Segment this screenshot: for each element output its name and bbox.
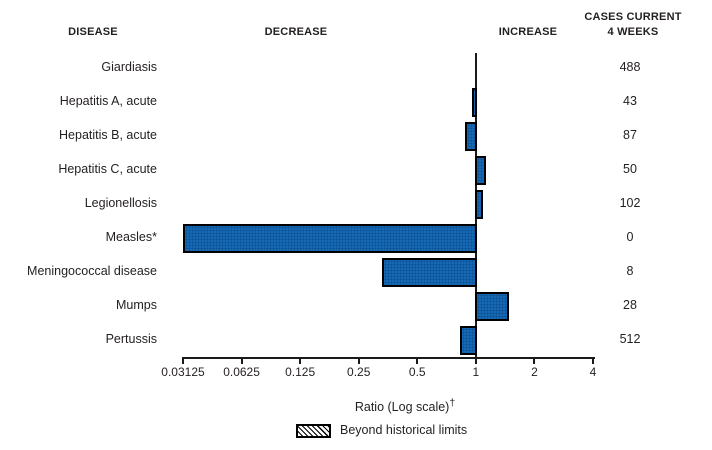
cases-value: 28 — [623, 298, 637, 312]
disease-label: Measles* — [105, 230, 157, 244]
x-axis-tick — [416, 357, 419, 364]
column-header-cases-line1: CASES CURRENT — [584, 11, 682, 23]
column-header-cases-line2: 4 WEEKS — [607, 26, 659, 38]
cases-value: 8 — [626, 264, 634, 278]
ratio-bar — [471, 88, 477, 117]
x-axis-tick-label: 0.25 — [347, 365, 371, 379]
column-header-increase: INCREASE — [498, 26, 558, 38]
x-axis-tick — [533, 357, 536, 364]
dagger-footnote-mark: † — [449, 398, 456, 409]
disease-label: Hepatitis C, acute — [58, 162, 157, 176]
x-axis-line — [183, 357, 595, 359]
ratio-bar — [465, 122, 477, 151]
x-axis-tick-label: 1 — [472, 365, 480, 379]
cases-value: 488 — [619, 60, 641, 74]
legend-hatched-swatch — [296, 424, 331, 438]
x-axis-tick — [357, 357, 360, 364]
x-axis-tick — [182, 357, 184, 364]
cases-value: 43 — [623, 94, 637, 108]
x-axis-tick — [240, 357, 243, 364]
column-header-disease: DISEASE — [68, 26, 118, 38]
cases-value: 50 — [623, 162, 637, 176]
x-axis-tick-label: 2 — [531, 365, 538, 379]
ratio-bar — [382, 258, 477, 287]
disease-label: Giardiasis — [101, 60, 157, 74]
cases-value: 0 — [626, 230, 634, 244]
disease-label: Legionellosis — [84, 196, 157, 210]
legend-label: Beyond historical limits — [340, 423, 468, 437]
ratio-bar — [475, 156, 486, 185]
ratio-bar — [460, 326, 477, 355]
cases-value: 102 — [619, 196, 641, 210]
x-axis-tick — [591, 357, 594, 364]
ratio-bar — [183, 224, 477, 253]
x-axis-title-text: Ratio (Log scale) — [354, 400, 450, 415]
x-axis-tick-label: 0.5 — [408, 365, 426, 379]
ratio-bar — [475, 292, 509, 321]
x-axis-tick-label: 4 — [589, 365, 597, 379]
cases-value: 87 — [623, 128, 637, 142]
disease-label: Mumps — [116, 298, 157, 312]
x-axis-tick-label: 0.125 — [285, 365, 316, 379]
disease-label: Pertussis — [105, 332, 157, 346]
x-axis-tick — [299, 357, 302, 364]
cases-value: 512 — [619, 332, 641, 346]
disease-label: Meningococcal disease — [27, 264, 157, 278]
ratio-bar — [475, 190, 484, 219]
disease-label: Hepatitis B, acute — [59, 128, 157, 142]
x-axis-tick-label: 0.03125 — [161, 365, 205, 379]
x-axis-tick — [474, 357, 477, 364]
column-header-decrease: DECREASE — [264, 26, 328, 38]
disease-label: Hepatitis A, acute — [59, 94, 157, 108]
x-axis-title: Ratio (Log scale)† — [285, 398, 525, 414]
x-axis-tick-label: 0.0625 — [223, 365, 260, 379]
